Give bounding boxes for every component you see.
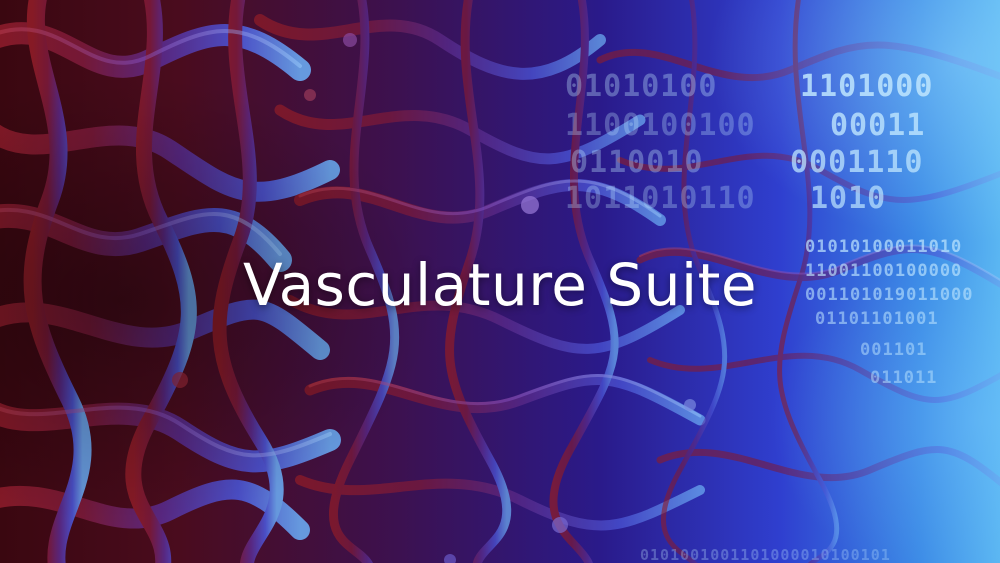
svg-text:1010: 1010 [810,181,886,216]
svg-text:11001100100000: 11001100100000 [805,261,962,281]
svg-text:01010100: 01010100 [565,69,718,104]
svg-text:001101: 001101 [860,340,927,360]
svg-text:1011010110: 1011010110 [565,181,756,216]
svg-text:1101000: 1101000 [800,69,933,104]
svg-text:0001110: 0001110 [790,145,923,180]
svg-text:011011: 011011 [870,368,937,388]
svg-text:0101001001101000010100101: 0101001001101000010100101 [640,546,891,563]
svg-text:001101019011000: 001101019011000 [805,285,974,305]
svg-text:01010100011010: 01010100011010 [805,237,962,257]
svg-text:00011: 00011 [830,108,925,143]
svg-text:1100100100: 1100100100 [565,108,756,143]
page-title: Vasculature Suite [242,251,758,319]
svg-text:0110010: 0110010 [570,145,703,180]
svg-text:01101101001: 01101101001 [815,309,939,329]
